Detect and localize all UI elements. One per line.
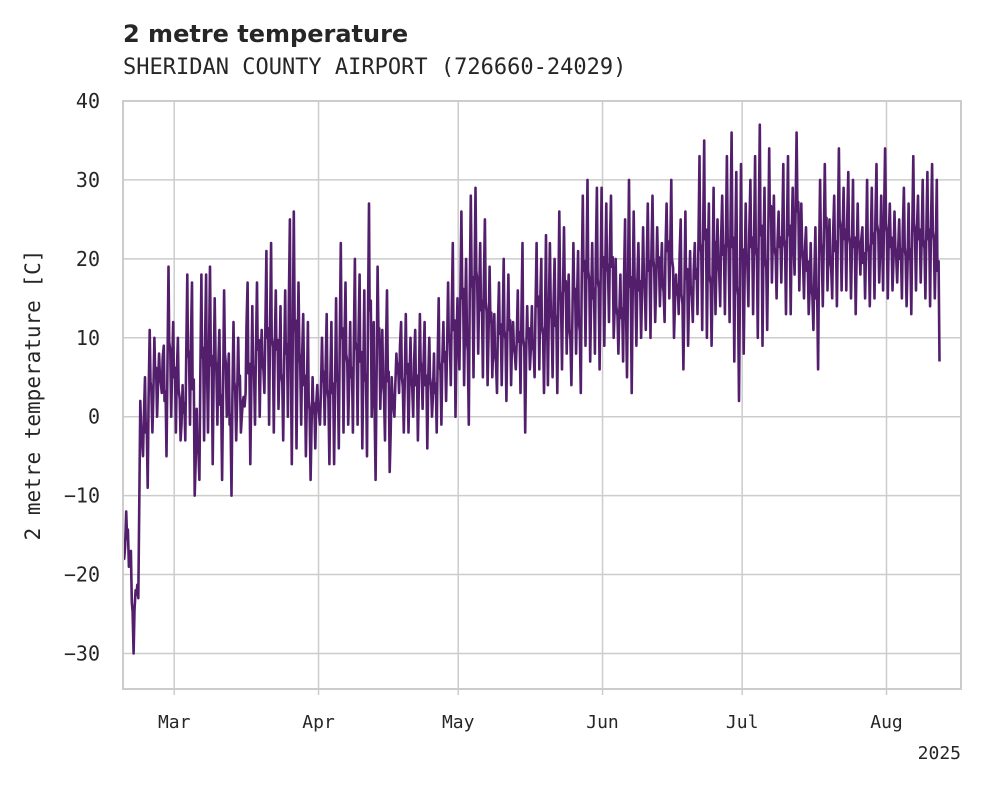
y-tick-label: 0 (88, 405, 100, 429)
year-label: 2025 (918, 743, 961, 764)
x-tick-label: Jun (586, 712, 619, 733)
chart-subtitle: SHERIDAN COUNTY AIRPORT (726660-24029) (123, 55, 626, 80)
y-tick-label: 40 (76, 89, 100, 113)
chart-title: 2 metre temperature (123, 20, 408, 48)
x-tick-label: May (442, 712, 475, 733)
x-tick-label: Aug (870, 712, 903, 733)
y-tick-label: −10 (64, 484, 100, 508)
y-tick-label: −20 (64, 563, 100, 587)
x-tick-label: Mar (158, 712, 191, 733)
y-tick-label: 30 (76, 168, 100, 192)
y-tick-label: 10 (76, 326, 100, 350)
temperature-series-line (121, 123, 941, 655)
plot-frame (122, 100, 962, 690)
x-tick-label: Jul (726, 712, 759, 733)
y-tick-label: 20 (76, 247, 100, 271)
y-axis-label: 2 metre temperature [C] (21, 250, 45, 541)
series-group (121, 123, 941, 655)
y-tick-labels: 40 30 20 10 0 −10 −20 −30 (64, 89, 100, 665)
x-tick-labels: Mar Apr May Jun Jul Aug (158, 712, 903, 733)
x-tick-label: Apr (302, 712, 335, 733)
y-tick-label: −30 (64, 641, 100, 665)
